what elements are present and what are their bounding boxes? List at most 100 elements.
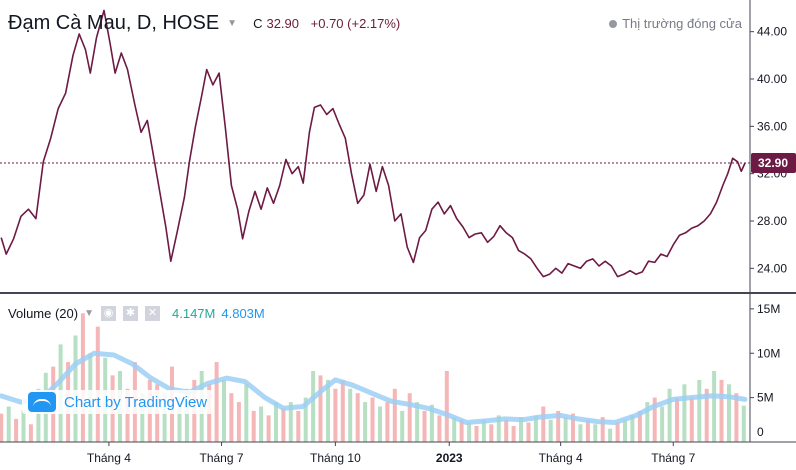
volume-bar: [459, 419, 464, 442]
time-axis[interactable]: Tháng 4 Tháng 7 Tháng 10 2023 Tháng 4 Tháng 7: [87, 442, 696, 465]
change-value: +0.70 (+2.17%): [310, 16, 401, 31]
volume-bar: [504, 419, 509, 442]
volume-bar: [452, 417, 457, 442]
volume-bar: [333, 388, 338, 443]
volume-bar: [667, 388, 672, 443]
tradingview-watermark[interactable]: Chart by TradingView: [22, 390, 214, 414]
time-tick-label: Tháng 10: [310, 451, 361, 465]
volume-ma-line: [0, 350, 748, 425]
volume-bar: [229, 393, 234, 442]
time-tick-label: Tháng 7: [651, 451, 695, 465]
volume-tick-label: 5M: [757, 391, 774, 405]
gear-icon[interactable]: ✱: [123, 306, 138, 321]
volume-bar: [645, 402, 650, 442]
time-tick-label: Tháng 7: [200, 451, 244, 465]
volume-bar: [251, 410, 256, 442]
eye-icon[interactable]: ◉: [101, 306, 116, 321]
volume-bar: [719, 379, 724, 442]
symbol-title[interactable]: Đạm Cà Mau, D, HOSE: [8, 12, 220, 34]
volume-bar: [363, 402, 368, 442]
volume-bar: [652, 397, 657, 442]
volume-bar: [682, 384, 687, 442]
chevron-down-icon[interactable]: ▼: [84, 308, 94, 319]
volume-tick-label: 10M: [757, 346, 780, 360]
volume-bar: [615, 422, 620, 442]
volume-bar: [73, 335, 78, 442]
volume-bar: [303, 397, 308, 442]
volume-bar: [704, 388, 709, 443]
market-status-text: Thị trường đóng cửa: [622, 16, 742, 31]
volume-bar: [184, 388, 189, 443]
symbol-legend[interactable]: Đạm Cà Mau, D, HOSE ▼ C 32.90 +0.70 (+2.1…: [8, 12, 400, 35]
volume-bar: [608, 428, 613, 442]
close-value: 32.90: [266, 16, 300, 31]
price-tick-label: 28.00: [757, 214, 787, 228]
volume-bar: [266, 415, 271, 442]
chevron-down-icon[interactable]: ▼: [227, 18, 238, 29]
volume-bar: [370, 397, 375, 442]
volume-bar: [511, 426, 516, 442]
volume-bar: [14, 418, 19, 442]
volume-bar: [734, 393, 739, 442]
volume-bar: [689, 397, 694, 442]
time-tick-label: 2023: [436, 451, 463, 465]
volume-bar: [80, 313, 85, 442]
volume-tick-label: 15M: [757, 302, 780, 316]
last-price-label: 32.90: [758, 156, 788, 170]
close-icon[interactable]: ✕: [145, 306, 160, 321]
volume-bar: [244, 384, 249, 442]
volume-value: 4.147M: [172, 306, 216, 321]
volume-bar: [274, 402, 278, 442]
price-tick-label: 36.00: [757, 119, 787, 133]
volume-bar: [526, 422, 531, 442]
volume-bar: [28, 424, 33, 443]
volume-bar: [563, 417, 568, 442]
volume-bar: [236, 402, 241, 442]
volume-bar: [6, 406, 11, 442]
volume-bar: [593, 424, 598, 443]
volume-bar: [571, 413, 575, 442]
volume-bar: [533, 415, 538, 442]
price-tick-label: 44.00: [757, 25, 787, 39]
volume-bar: [637, 410, 642, 442]
volume-bar: [741, 405, 746, 442]
volume-bar: [630, 415, 635, 442]
volume-bar: [177, 397, 182, 442]
volume-bar: [378, 406, 382, 442]
volume-bar: [519, 417, 523, 442]
volume-legend[interactable]: Volume (20) ▼ ◉ ✱ ✕ 4.147M 4.803M: [8, 306, 265, 321]
volume-bar: [481, 419, 486, 442]
volume-bar: [415, 402, 420, 442]
price-tick-label: 24.00: [757, 261, 787, 275]
status-dot-icon: [609, 19, 618, 28]
volume-bar: [214, 362, 219, 442]
close-label: C: [253, 16, 263, 31]
volume-bar: [95, 326, 100, 442]
volume-bar: [400, 410, 405, 442]
volume-bar: [318, 375, 323, 442]
volume-bar: [467, 422, 472, 442]
volume-axis[interactable]: 0 5M 10M 15M: [750, 302, 780, 443]
volume-bar: [474, 426, 479, 442]
last-price-badge-bg: [751, 153, 796, 173]
volume-bar: [311, 371, 316, 442]
market-status[interactable]: Thị trường đóng cửa: [609, 16, 742, 31]
volume-bar: [125, 388, 130, 443]
price-tick-label: 40.00: [757, 72, 787, 86]
time-tick-label: Tháng 4: [539, 451, 583, 465]
volume-bar: [697, 379, 702, 442]
volume-bar: [259, 406, 264, 442]
price-line: [0, 9, 746, 278]
volume-bar: [140, 393, 145, 442]
volume-bar: [578, 424, 583, 443]
volume-bar: [392, 388, 397, 443]
last-price-badge: 32.90: [751, 153, 796, 173]
volume-bar: [600, 417, 605, 442]
volume-bar: [296, 410, 301, 442]
volume-bar: [444, 371, 449, 442]
volume-bar: [288, 402, 293, 442]
volume-bar: [623, 419, 627, 442]
volume-bar: [348, 388, 353, 443]
volume-bar: [585, 419, 590, 442]
